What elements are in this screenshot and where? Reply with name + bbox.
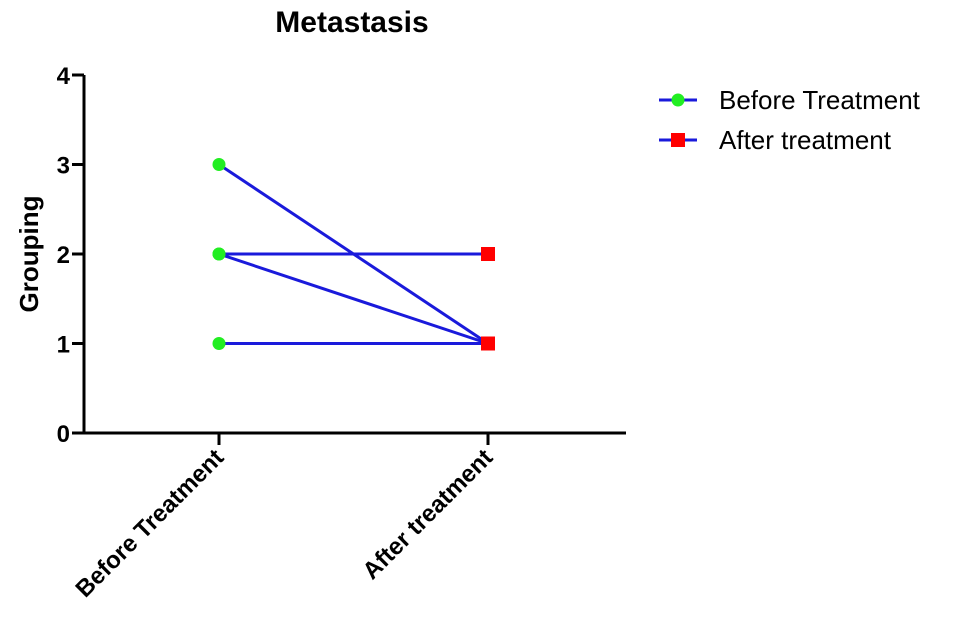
legend: Before Treatment After treatment [659, 85, 921, 155]
legend-label: After treatment [719, 125, 892, 155]
data-markers [212, 158, 495, 351]
x-tick-label: Before Treatment [71, 444, 230, 603]
before-treatment-point [212, 247, 226, 261]
before-treatment-point [212, 158, 226, 171]
y-tick-label: 0 [57, 421, 70, 448]
x-axis-ticks: Before Treatment After treatment [71, 433, 499, 603]
y-axis-ticks: 0 1 2 3 4 [57, 63, 84, 448]
x-tick-label: After treatment [358, 444, 499, 585]
pair-line [218, 252, 489, 345]
chart-title: Metastasis [275, 6, 428, 39]
legend-label: Before Treatment [719, 85, 921, 115]
legend-circle-marker [671, 93, 685, 107]
before-treatment-point [212, 337, 226, 350]
y-tick-label: 4 [57, 63, 71, 90]
after-treatment-point [481, 247, 495, 261]
after-treatment-point [481, 336, 495, 351]
y-tick-label: 1 [57, 332, 70, 359]
y-axis-label: Grouping [14, 196, 44, 313]
y-tick-label: 3 [57, 153, 70, 180]
pair-lines [218, 163, 489, 345]
legend-square-marker [671, 133, 685, 147]
y-tick-label: 2 [57, 242, 70, 269]
